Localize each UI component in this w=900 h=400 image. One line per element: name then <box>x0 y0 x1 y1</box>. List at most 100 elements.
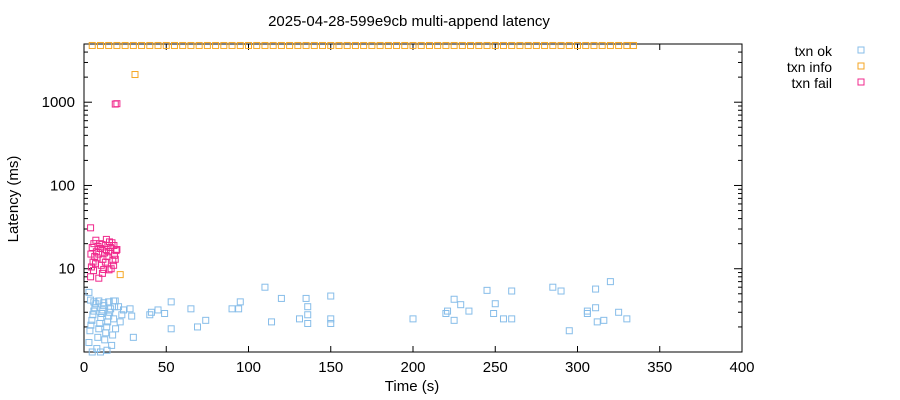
data-point <box>450 316 458 324</box>
data-point <box>425 41 433 49</box>
data-point <box>590 41 598 49</box>
data-point <box>87 321 95 329</box>
data-point <box>549 283 557 291</box>
data-point <box>491 300 499 308</box>
data-point <box>128 312 136 320</box>
data-point <box>592 285 600 293</box>
data-point <box>574 41 581 49</box>
data-point <box>253 41 261 49</box>
data-point <box>327 319 335 327</box>
data-point <box>327 292 335 300</box>
data-point <box>103 253 111 261</box>
data-point <box>194 323 202 331</box>
data-point <box>606 41 614 49</box>
data-point <box>302 41 310 49</box>
y-tick-label: 10 <box>58 261 75 278</box>
series-txn-info <box>88 41 637 279</box>
data-point <box>499 41 507 49</box>
data-point <box>90 267 98 275</box>
data-point <box>108 341 116 349</box>
data-point <box>286 41 294 49</box>
data-point <box>593 318 601 326</box>
data-point <box>475 41 483 49</box>
data-point <box>116 271 124 279</box>
data-point <box>105 248 113 256</box>
legend-label: txn fail <box>792 75 832 91</box>
series-txn-ok <box>85 278 631 356</box>
data-point <box>491 41 499 49</box>
data-point <box>565 327 573 335</box>
data-point <box>368 41 376 49</box>
data-point <box>261 283 269 291</box>
data-point <box>98 241 106 249</box>
data-point <box>483 41 491 49</box>
series-txn-fail <box>87 100 121 282</box>
data-point <box>105 266 113 274</box>
data-point <box>442 41 450 49</box>
data-point <box>351 41 359 49</box>
data-point <box>103 346 111 354</box>
data-point <box>343 41 351 49</box>
data-point <box>499 315 507 323</box>
data-point <box>113 100 121 108</box>
data-point <box>170 41 178 49</box>
data-point <box>606 278 614 286</box>
data-point <box>508 41 516 49</box>
y-tick-label: 1000 <box>42 94 75 111</box>
data-point <box>167 298 175 306</box>
data-point <box>118 311 126 319</box>
data-point <box>167 325 175 333</box>
data-point <box>269 41 277 49</box>
data-point <box>102 329 110 337</box>
data-point <box>524 41 532 49</box>
data-point <box>302 294 310 302</box>
data-point <box>100 299 108 307</box>
data-point <box>88 41 96 49</box>
plot-area: 0 50 100 150 200 250 300 350 400 10 100 1000 <box>42 41 755 376</box>
data-point <box>87 250 95 258</box>
data-point <box>138 41 146 49</box>
data-point <box>110 242 118 250</box>
data-points <box>85 41 637 356</box>
data-point <box>409 315 417 323</box>
data-point <box>434 41 442 49</box>
data-point <box>319 41 327 49</box>
data-point <box>565 41 573 49</box>
legend-label: txn ok <box>795 43 833 59</box>
data-point <box>384 41 392 49</box>
x-tick-label: 400 <box>729 359 754 376</box>
x-tick-label: 50 <box>158 359 175 376</box>
data-point <box>457 301 465 309</box>
data-point <box>154 41 162 49</box>
data-point <box>95 297 103 305</box>
data-point <box>615 41 623 49</box>
data-point <box>109 331 117 339</box>
data-point <box>261 41 269 49</box>
data-point <box>88 348 96 356</box>
data-point <box>99 306 107 314</box>
data-point <box>409 41 417 49</box>
data-point <box>187 41 195 49</box>
data-point <box>376 41 384 49</box>
data-point <box>615 308 623 316</box>
data-point <box>96 348 104 356</box>
data-point <box>629 41 637 49</box>
y-axis-label: Latency (ms) <box>5 156 22 243</box>
x-tick-label: 100 <box>236 359 261 376</box>
data-point <box>335 41 343 49</box>
data-point <box>532 41 540 49</box>
data-point <box>161 309 169 317</box>
x-tick-label: 250 <box>483 359 508 376</box>
data-point <box>116 318 124 326</box>
data-point <box>202 316 210 324</box>
data-point <box>179 41 187 49</box>
data-point <box>295 315 303 323</box>
x-axis: 0 50 100 150 200 250 300 350 400 <box>80 44 755 376</box>
data-point <box>90 298 98 306</box>
data-point <box>401 41 409 49</box>
data-point <box>508 287 516 295</box>
data-point <box>88 243 96 251</box>
legend-marker <box>857 62 865 70</box>
data-point <box>98 309 106 317</box>
